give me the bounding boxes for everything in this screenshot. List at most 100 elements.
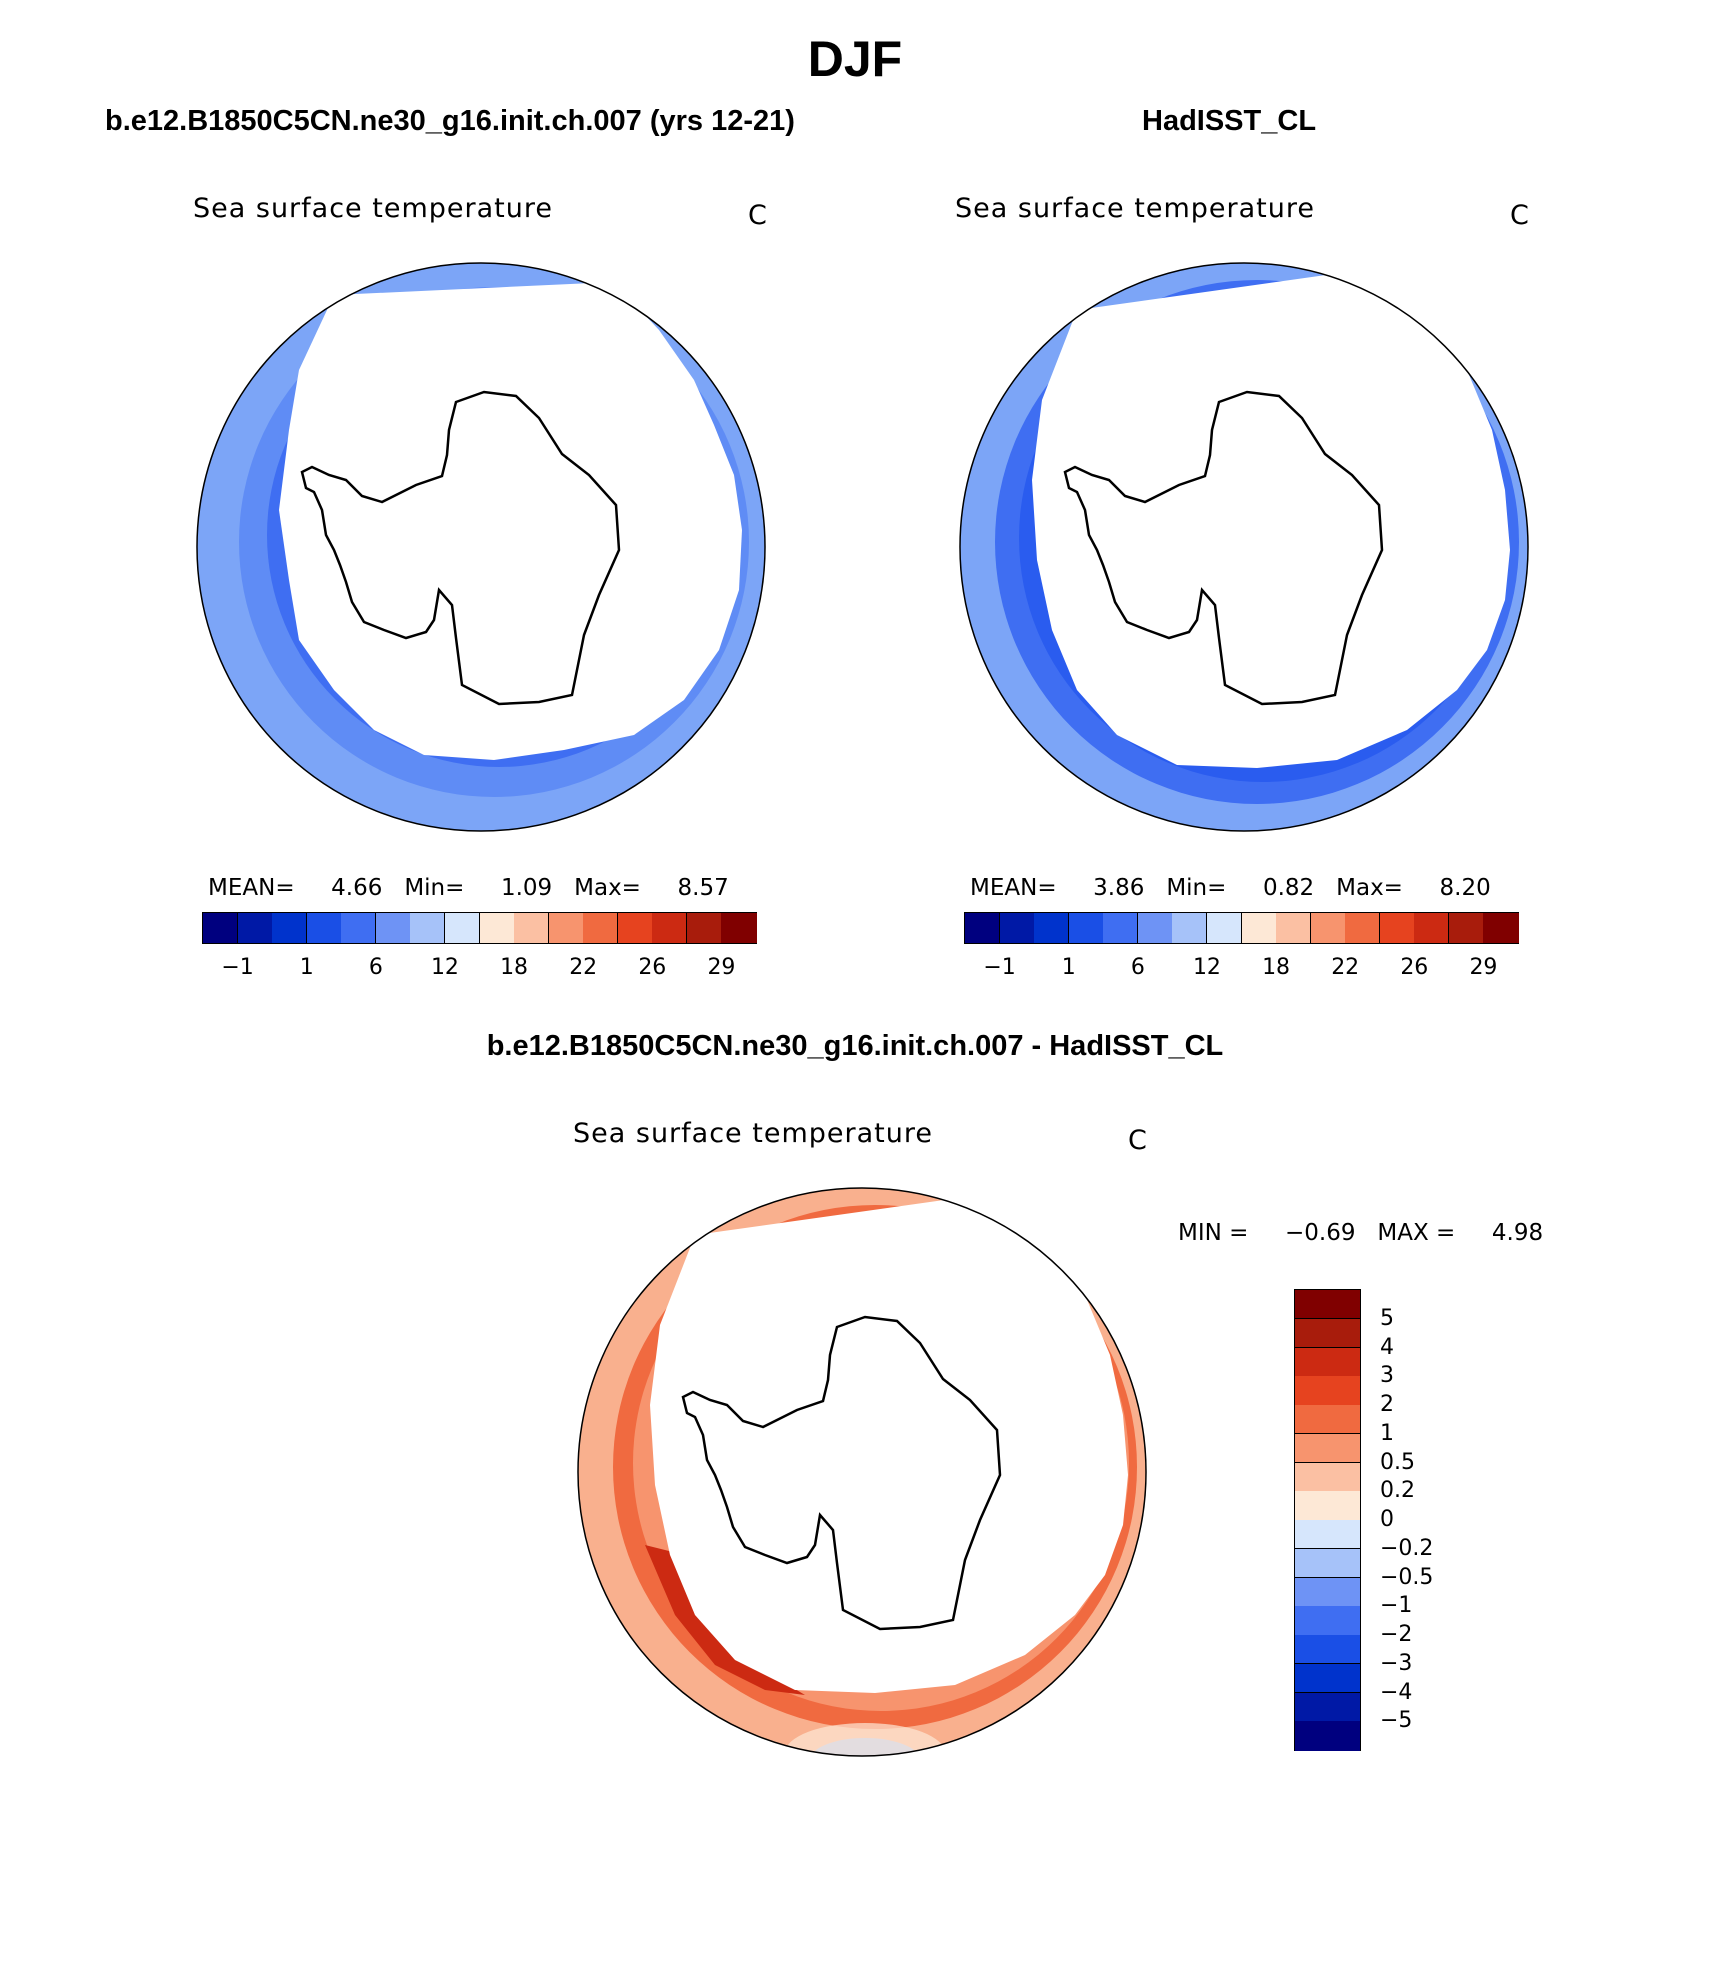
colorbar-cell	[1295, 1491, 1360, 1521]
colorbar-tick-label: −5	[1380, 1708, 1413, 1734]
colorbar-tick-label: −0.2	[1380, 1535, 1434, 1561]
colorbar-cell	[479, 913, 515, 943]
diff-colorbar	[1294, 1289, 1361, 1751]
model-variable-label: Sea surface temperature	[193, 193, 553, 224]
colorbar-tick-label: 26	[1400, 955, 1429, 980]
colorbar-cell	[1137, 913, 1173, 943]
colorbar-cell	[965, 913, 1001, 943]
colorbar-tick-label: −1	[221, 955, 254, 980]
colorbar-cell	[1206, 913, 1242, 943]
model-units-label: C	[748, 200, 767, 231]
diff-stats: MIN = −0.69 MAX = 4.98	[1178, 1220, 1543, 1246]
colorbar-cell	[1068, 913, 1104, 943]
colorbar-cell	[686, 913, 722, 943]
sea-ice-mask	[1032, 265, 1510, 768]
max-label: MAX =	[1377, 1220, 1456, 1246]
sea-ice-mask	[650, 1190, 1128, 1693]
diff-variable-label: Sea surface temperature	[573, 1118, 933, 1149]
colorbar-tick-label: 18	[500, 955, 529, 980]
colorbar-cell	[444, 913, 480, 943]
colorbar-cell	[341, 913, 377, 943]
colorbar-cell	[721, 913, 757, 943]
colorbar-cell	[1295, 1606, 1360, 1636]
mean-value: 4.66	[331, 875, 383, 901]
mean-label: MEAN=	[970, 875, 1057, 901]
colorbar-cell	[1295, 1318, 1360, 1348]
mean-label: MEAN=	[208, 875, 295, 901]
colorbar-tick-label: 1	[1380, 1420, 1394, 1446]
max-label: Max=	[574, 875, 641, 901]
colorbar-tick-label: 12	[1192, 955, 1221, 980]
colorbar-cell	[237, 913, 273, 943]
antarctica-coastline	[681, 1315, 1002, 1631]
diff-sst-map	[577, 1187, 1147, 1757]
colorbar-tick-label: 6	[1130, 955, 1145, 980]
colorbar-tick-label: −1	[983, 955, 1016, 980]
colorbar-cell	[1295, 1692, 1360, 1722]
obs-variable-label: Sea surface temperature	[955, 193, 1315, 224]
obs-colorbar-ticks: −1 1 6 12 18 22 26 29	[965, 955, 1518, 985]
colorbar-tick-label: 4	[1380, 1334, 1394, 1360]
colorbar-cell	[306, 913, 342, 943]
colorbar-cell	[652, 913, 688, 943]
colorbar-tick-label: 22	[569, 955, 598, 980]
colorbar-tick-label: 29	[1469, 955, 1498, 980]
colorbar-cell	[272, 913, 308, 943]
colorbar-tick-label: 6	[368, 955, 383, 980]
sea-ice-mask	[279, 282, 742, 760]
diff-colorbar-ticks: 5 4 3 2 1 0.5 0.2 0 −0.2 −0.5 −1 −2 −3 −4 −5	[1380, 1290, 1460, 1750]
min-value: −0.69	[1284, 1220, 1356, 1246]
colorbar-tick-label: 26	[638, 955, 667, 980]
colorbar-cell	[583, 913, 619, 943]
colorbar-cell	[1241, 913, 1277, 943]
colorbar-cell	[203, 913, 239, 943]
min-label: Min=	[1166, 875, 1227, 901]
colorbar-cell	[375, 913, 411, 943]
colorbar-tick-label: −2	[1380, 1622, 1413, 1647]
colorbar-cell	[1310, 913, 1346, 943]
colorbar-cell	[1295, 1663, 1360, 1693]
colorbar-cell	[1295, 1347, 1360, 1377]
colorbar-cell	[1295, 1548, 1360, 1578]
colorbar-cell	[514, 913, 550, 943]
figure-title: DJF	[807, 31, 903, 87]
model-panel-title: b.e12.B1850C5CN.ne30_g16.init.ch.007 (yr…	[105, 105, 795, 137]
colorbar-cell	[1295, 1635, 1360, 1665]
colorbar-cell	[1345, 913, 1381, 943]
max-label: Max=	[1336, 875, 1403, 901]
model-colorbar-ticks: −1 1 6 12 18 22 26 29	[203, 955, 756, 985]
obs-stats: MEAN= 3.86 Min= 0.82 Max= 8.20	[970, 875, 1491, 901]
colorbar-cell	[1295, 1405, 1360, 1435]
colorbar-cell	[1295, 1376, 1360, 1406]
colorbar-cell	[1295, 1721, 1360, 1751]
colorbar-tick-label: −4	[1380, 1679, 1413, 1705]
colorbar-cell	[410, 913, 446, 943]
colorbar-cell	[999, 913, 1035, 943]
max-value: 4.98	[1491, 1220, 1544, 1246]
colorbar-cell	[548, 913, 584, 943]
colorbar-cell	[1103, 913, 1139, 943]
colorbar-cell	[617, 913, 653, 943]
model-sst-map	[196, 262, 766, 832]
colorbar-cell	[1295, 1462, 1360, 1492]
antarctica-coastline	[1063, 390, 1384, 706]
model-colorbar	[202, 912, 757, 944]
obs-panel-title: HadISST_CL	[1142, 105, 1317, 137]
colorbar-cell	[1172, 913, 1208, 943]
obs-colorbar	[964, 912, 1519, 944]
obs-units-label: C	[1510, 200, 1529, 231]
colorbar-cell	[1483, 913, 1519, 943]
max-value: 8.20	[1439, 875, 1491, 901]
colorbar-tick-label: 1	[299, 955, 314, 980]
max-value: 8.57	[677, 875, 729, 901]
colorbar-cell	[1295, 1520, 1360, 1550]
colorbar-tick-label: 1	[1061, 955, 1076, 980]
colorbar-tick-label: 29	[707, 955, 736, 980]
antarctica-coastline	[300, 390, 621, 706]
colorbar-cell	[1295, 1290, 1360, 1320]
colorbar-cell	[1379, 913, 1415, 943]
min-value: 0.82	[1262, 875, 1315, 901]
colorbar-tick-label: 22	[1331, 955, 1360, 980]
colorbar-tick-label: 0.5	[1380, 1449, 1415, 1475]
diff-panel-title: b.e12.B1850C5CN.ne30_g16.init.ch.007 - H…	[486, 1030, 1224, 1062]
